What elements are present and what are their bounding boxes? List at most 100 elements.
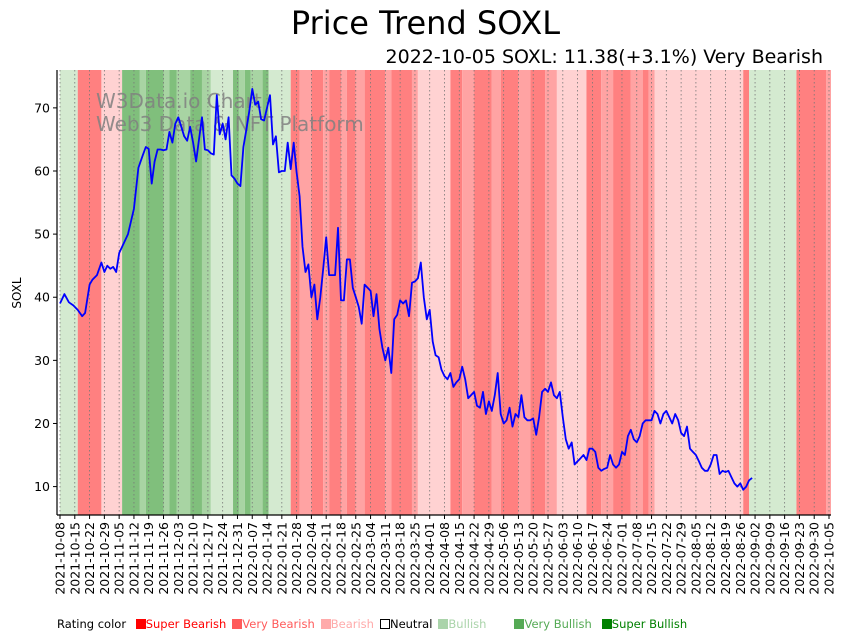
legend-label: Rating color — [57, 617, 127, 631]
chart-title: Price Trend SOXL — [290, 4, 561, 42]
rating-band — [556, 70, 587, 515]
y-ticks: 10 20 30 40 50 60 70 — [34, 100, 57, 494]
rating-band — [323, 70, 330, 515]
x-tick-label: 2022-04-29 — [481, 522, 496, 595]
x-tick-label: 2021-10-15 — [67, 522, 82, 595]
x-tick-label: 2022-01-14 — [260, 522, 275, 595]
legend-item-label: Bullish — [448, 617, 487, 631]
y-tick-label: 50 — [34, 227, 50, 242]
x-tick-label: 2022-04-22 — [467, 522, 482, 595]
y-tick-label: 60 — [34, 163, 50, 178]
x-tick-label: 2022-07-08 — [629, 522, 644, 595]
rating-band — [630, 70, 643, 515]
x-tick-label: 2022-03-11 — [378, 522, 393, 595]
rating-band — [145, 70, 164, 515]
x-tick-label: 2021-10-22 — [82, 522, 97, 595]
legend-swatch — [232, 619, 243, 629]
x-tick-label: 2022-03-18 — [393, 522, 408, 595]
x-tick-label: 2021-10-08 — [53, 522, 68, 595]
rating-band — [163, 70, 170, 515]
rating-band — [491, 70, 501, 515]
x-tick-label: 2022-08-26 — [733, 522, 748, 595]
y-tick-label: 70 — [34, 100, 50, 115]
x-tick-label: 2021-11-19 — [141, 522, 156, 595]
x-tick-label: 2022-09-30 — [807, 522, 822, 595]
rating-band — [210, 70, 234, 515]
watermark-line-1: W3Data.io Chart — [96, 89, 262, 113]
rating-band — [500, 70, 519, 515]
rating-band — [190, 70, 202, 515]
rating-band — [122, 70, 140, 515]
x-tick-label: 2022-05-20 — [526, 522, 541, 595]
x-tick-label: 2022-03-25 — [407, 522, 422, 595]
x-tick-label: 2022-05-13 — [511, 522, 526, 595]
x-tick-label: 2022-07-29 — [674, 522, 689, 595]
x-tick-label: 2021-12-03 — [171, 522, 186, 595]
rating-band — [530, 70, 546, 515]
x-tick-label: 2022-08-12 — [703, 522, 718, 595]
x-tick-label: 2022-09-16 — [777, 522, 792, 595]
rating-band — [77, 70, 102, 515]
x-tick-label: 2021-12-10 — [186, 522, 201, 595]
legend-item-label: Very Bearish — [242, 617, 315, 631]
price-line — [59, 88, 753, 491]
rating-band — [346, 70, 356, 515]
legend-item: Bearish — [315, 617, 374, 631]
rating-band — [101, 70, 123, 515]
rating-band — [268, 70, 291, 515]
rating-band — [518, 70, 531, 515]
legend-swatch — [601, 619, 612, 629]
legend-swatch — [320, 619, 331, 629]
legend-item: Super Bullish — [596, 617, 687, 631]
rating-band — [311, 70, 324, 515]
x-tick-label: 2021-12-24 — [215, 522, 230, 595]
rating-band — [201, 70, 211, 515]
chart-subtitle: 2022-10-05 SOXL: 11.38(+3.1%) Very Beari… — [385, 46, 823, 68]
x-tick-label: 2022-06-24 — [600, 522, 615, 595]
legend-item-label: Super Bullish — [611, 617, 688, 631]
legend-swatch — [514, 619, 525, 629]
legend-item: Super Bearish — [130, 617, 227, 631]
rating-band — [613, 70, 631, 515]
rating-band — [450, 70, 463, 515]
legend-item: Bullish — [432, 617, 508, 631]
x-tick-label: 2022-02-25 — [348, 522, 363, 595]
rating-band — [139, 70, 146, 515]
rating-band — [169, 70, 177, 515]
legend-item-label: Super Bearish — [145, 617, 227, 631]
legend-swatch — [438, 619, 449, 629]
x-tick-label: 2022-06-17 — [585, 522, 600, 595]
x-tick-label: 2022-07-15 — [644, 522, 659, 595]
x-tick-label: 2021-11-12 — [126, 522, 141, 595]
rating-band — [826, 70, 831, 515]
rating-band — [364, 70, 386, 515]
x-tick-label: 2021-10-29 — [97, 522, 112, 595]
x-tick-label: 2022-04-01 — [422, 522, 437, 595]
x-ticks: 2021-10-08 2021-10-15 2021-10-22 2021-10-29… — [53, 515, 837, 595]
rating-band — [648, 70, 655, 515]
rating-band — [654, 70, 744, 515]
x-tick-label: 2022-04-15 — [452, 522, 467, 595]
x-tick-label: 2021-12-17 — [200, 522, 215, 595]
rating-band — [601, 70, 614, 515]
rating-band — [385, 70, 392, 515]
legend-item: Very Bearish — [226, 617, 315, 631]
x-tick-label: 2022-06-10 — [570, 522, 585, 595]
rating-band — [176, 70, 191, 515]
x-tick-label: 2022-05-06 — [496, 522, 511, 595]
rating-band — [586, 70, 602, 515]
legend-swatch — [379, 619, 390, 629]
x-tick-label: 2022-01-28 — [289, 522, 304, 595]
x-tick-label: 2021-12-31 — [230, 522, 245, 595]
rating-band — [299, 70, 312, 515]
rating-legend: Rating color Super Bearish Very Bearish Be… — [57, 617, 687, 631]
rating-band — [474, 70, 492, 515]
rating-band — [743, 70, 750, 515]
x-tick-label: 2022-09-09 — [762, 522, 777, 595]
series-group — [59, 88, 753, 491]
x-tick-label: 2022-08-19 — [718, 522, 733, 595]
legend-swatch — [135, 619, 146, 629]
legend-item: Neutral — [374, 617, 432, 631]
x-tick-label: 2021-11-05 — [112, 522, 127, 595]
